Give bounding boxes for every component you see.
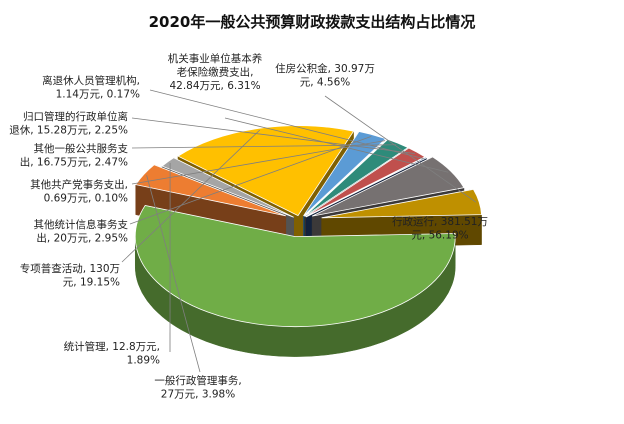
leader-line bbox=[146, 175, 201, 373]
data-label: 机关事业单位基本养老保险缴费支出, 42.84万元, 6.31% bbox=[168, 52, 263, 92]
data-label: 一般行政管理事务, 27万元, 3.98% bbox=[154, 374, 241, 401]
pie-slice-8 bbox=[305, 147, 426, 218]
pie-slice-3 bbox=[161, 157, 294, 218]
data-label: 归口管理的行政单位离退休, 15.28万元, 2.25% bbox=[9, 110, 128, 137]
leader-line bbox=[129, 136, 372, 225]
leader-line bbox=[131, 117, 415, 154]
pie-slice-11 bbox=[321, 188, 482, 219]
chart-title: 2020年一般公共预算财政拨款支出结构占比情况 bbox=[149, 13, 476, 31]
data-labels: 行政运行, 381.51万元, 56.19% 一般行政管理事务, 27万元, 3.9… bbox=[9, 52, 488, 401]
leader-line bbox=[224, 117, 449, 173]
leader-line bbox=[131, 140, 386, 185]
pie-slice-4 bbox=[177, 125, 355, 217]
data-label: 离退休人员管理机构, 1.14万元, 0.17% bbox=[42, 74, 140, 101]
leader-line bbox=[121, 129, 260, 263]
pie-slice-10 bbox=[311, 156, 465, 217]
data-label: 其他一般公共服务支出, 16.75万元, 2.47% bbox=[20, 142, 129, 169]
pie-slice-1 bbox=[134, 205, 456, 328]
leader-line bbox=[324, 95, 477, 203]
pie-slices bbox=[134, 125, 482, 328]
pie-slice-2 bbox=[135, 164, 286, 217]
leader-line bbox=[149, 89, 424, 160]
data-label: 行政运行, 381.51万元, 56.19% bbox=[392, 215, 488, 242]
pie-slice-7 bbox=[304, 138, 409, 217]
leader-lines bbox=[121, 89, 477, 373]
data-label: 住房公积金, 30.97万元, 4.56% bbox=[275, 62, 375, 89]
data-label: 其他共产党事务支出, 0.69万元, 0.10% bbox=[30, 178, 128, 205]
pie-slice-9 bbox=[305, 156, 428, 218]
data-label: 专项普查活动, 130万元, 19.15% bbox=[20, 262, 120, 289]
data-label: 其他统计信息事务支出, 20万元, 2.95% bbox=[34, 218, 129, 245]
data-label: 统计管理, 12.8万元, 1.89% bbox=[64, 340, 160, 367]
